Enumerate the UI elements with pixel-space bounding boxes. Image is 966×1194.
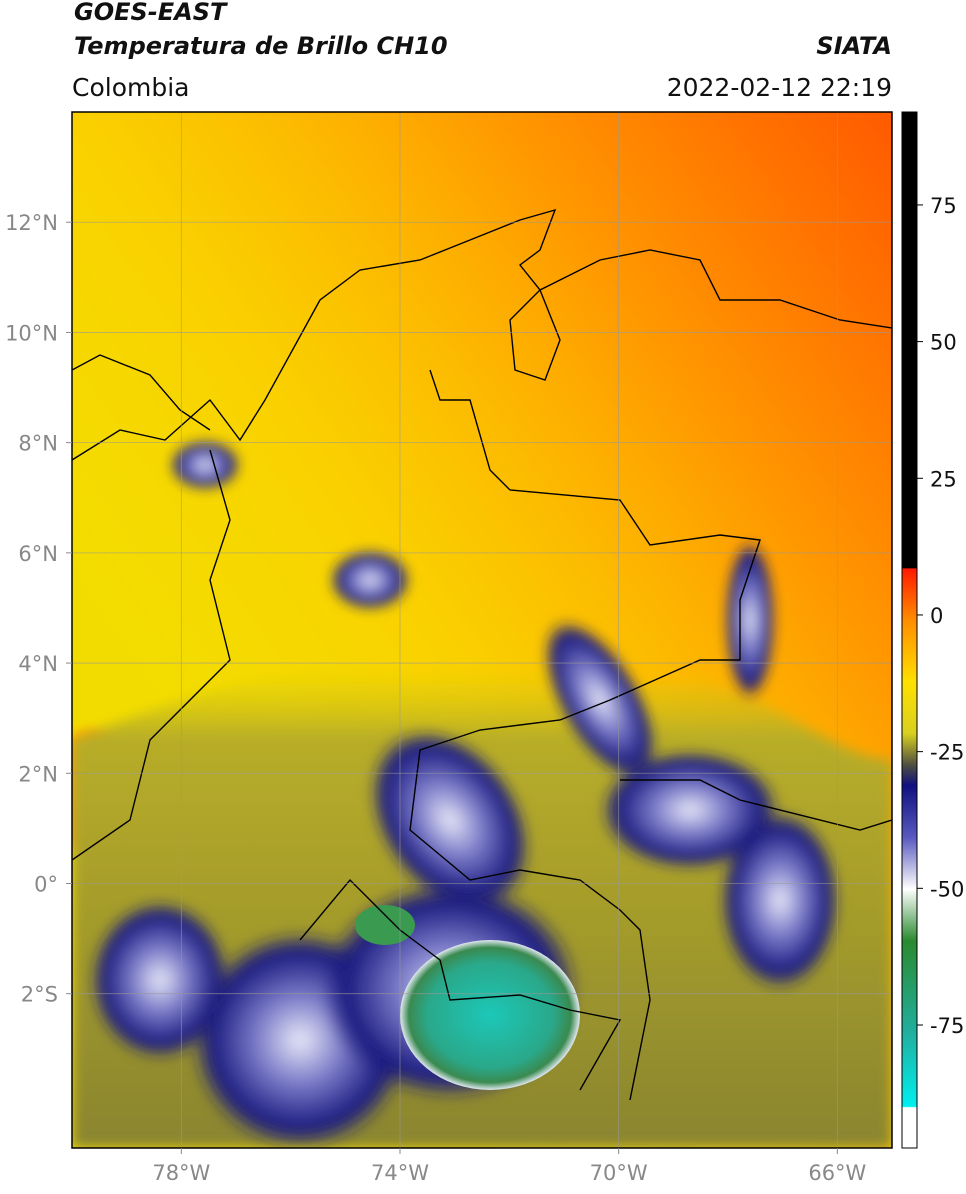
lat-tick-label: 6°N — [18, 542, 58, 566]
lat-tick-label: 2°N — [18, 762, 58, 786]
satellite-image — [72, 112, 892, 1148]
lon-tick-label: 78°W — [152, 1161, 210, 1185]
lat-tick-label: 4°N — [18, 652, 58, 676]
colorbar-tick-label: -50 — [930, 877, 964, 901]
title: GOES-EAST — [74, 0, 228, 26]
lat-tick-label: 2°S — [21, 983, 58, 1007]
lon-tick-label: 74°W — [371, 1161, 429, 1185]
grid — [72, 112, 892, 1148]
lat-tick-label: 10°N — [5, 321, 58, 345]
lon-tick-label: 70°W — [590, 1161, 648, 1185]
colorbar-tick-label: -75 — [930, 1014, 964, 1038]
region: Colombia — [72, 73, 189, 102]
colorbar-tick-label: 0 — [930, 604, 943, 628]
source: SIATA — [816, 32, 892, 60]
subtitle: Temperatura de Brillo CH10 — [74, 32, 448, 60]
map-frame — [71, 111, 893, 1149]
colorbar-tick-label: 25 — [930, 467, 957, 491]
lon-tick-label: 66°W — [808, 1161, 866, 1185]
lat-tick-label: 8°N — [18, 432, 58, 456]
colorbar-tick-label: -25 — [930, 741, 964, 765]
colorbar-tick-label: 75 — [930, 194, 957, 218]
timestamp: 2022-02-12 22:19 — [667, 73, 892, 102]
colorbar-tick-label: 50 — [930, 331, 957, 355]
colorbar — [901, 111, 918, 1149]
lat-tick-label: 0° — [34, 872, 58, 896]
lat-tick-label: 12°N — [5, 211, 58, 235]
